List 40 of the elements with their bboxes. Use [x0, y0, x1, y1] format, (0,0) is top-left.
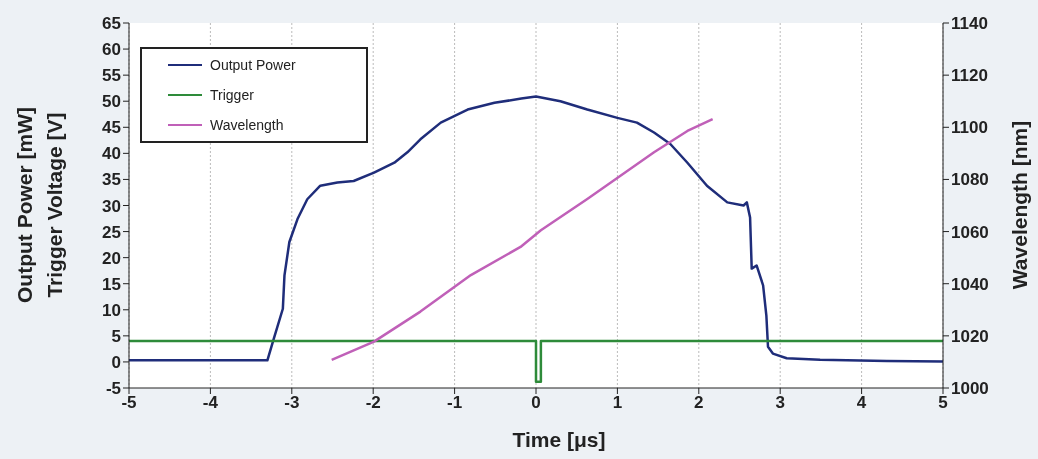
- y2-tick-label: 1120: [951, 66, 988, 86]
- y-tick-label: 55: [102, 66, 121, 86]
- y-tick-label: 50: [102, 92, 121, 112]
- y-tick-label: 40: [102, 144, 121, 164]
- x-tick-label: -4: [202, 393, 219, 413]
- y2-tick-label: 1080: [951, 170, 989, 190]
- y-tick-label: 30: [102, 196, 121, 216]
- x-tick-label: 1: [612, 393, 623, 413]
- y-tick-label: 5: [111, 326, 121, 346]
- y2-axis-title: Wavelength [nm]: [1008, 120, 1032, 290]
- y-tick-label: 45: [102, 118, 121, 138]
- y-tick-label: 60: [102, 40, 121, 60]
- x-tick-label: -1: [447, 393, 463, 413]
- y2-tick-label: 1040: [951, 274, 989, 294]
- x-tick-label: 3: [775, 393, 785, 413]
- x-tick-label: 4: [856, 393, 867, 413]
- y-tick-label: 10: [102, 300, 121, 320]
- legend-label: Wavelength: [210, 117, 284, 133]
- line-series: [330, 117, 714, 362]
- y-tick-label: 65: [102, 14, 121, 34]
- y-tick-label: 0: [111, 352, 121, 372]
- y2-tick-label: 1020: [951, 326, 989, 346]
- legend-label: Trigger: [210, 87, 254, 103]
- legend-label: Output Power: [210, 57, 296, 73]
- y2-tick-label: 1140: [951, 14, 988, 34]
- y-axis-title: Output Power [mW] Trigger Voltage [V]: [12, 107, 67, 303]
- y2-tick-label: 1000: [951, 379, 989, 399]
- y-tick-label: 20: [102, 248, 121, 268]
- x-tick-label: 5: [938, 393, 948, 413]
- y-tick-label: -5: [105, 379, 121, 399]
- x-tick-label: 0: [531, 393, 541, 413]
- y-tick-label: 35: [102, 170, 121, 190]
- x-tick-label: -2: [365, 393, 381, 413]
- x-axis-title: Time [μs]: [511, 428, 607, 452]
- y-tick-label: 25: [102, 222, 121, 242]
- x-tick-label: -3: [284, 393, 300, 413]
- y-tick-label: 15: [102, 274, 121, 294]
- y2-tick-label: 1060: [951, 222, 989, 242]
- x-tick-label: 2: [694, 393, 704, 413]
- y2-tick-label: 1100: [951, 118, 988, 138]
